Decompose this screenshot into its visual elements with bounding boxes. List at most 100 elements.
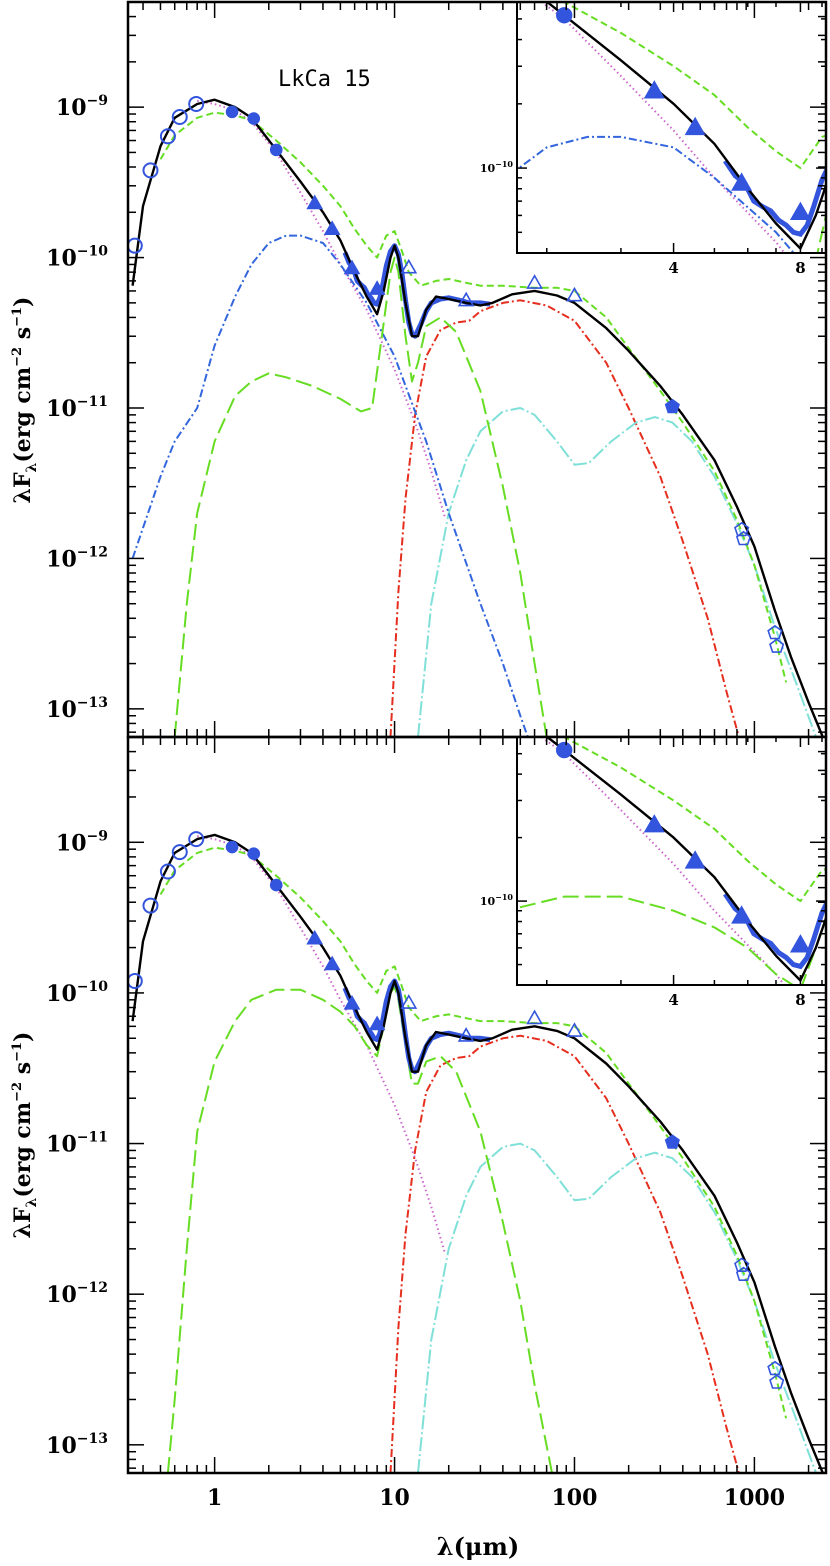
object-label: LkCa 15 — [278, 67, 371, 92]
inset-x-tick-label: 8 — [795, 259, 805, 277]
series-sed-short-dash — [159, 111, 788, 683]
inset-x-tick-label: 4 — [668, 259, 678, 277]
y-tick-label: 10−12 — [46, 544, 108, 572]
ticks-2 — [128, 736, 826, 1473]
series-optically-thin-dust — [173, 256, 548, 737]
obs-open-circle — [128, 237, 143, 254]
series-photosphere — [197, 99, 446, 517]
obs-open-triangle — [566, 1022, 583, 1037]
inset-background — [517, 737, 826, 985]
inset-frame-1 — [516, 1, 827, 254]
ticks-1 — [128, 1, 826, 737]
y-axis-title-top: λFλ(erg cm−2 s−1) — [10, 297, 40, 504]
obs-open-pentagon — [769, 1374, 785, 1389]
obs-filled-triangle — [684, 116, 706, 136]
obs-open-circle — [128, 972, 143, 989]
obs-open-pentagon — [769, 638, 785, 653]
y-tick-label: 10−9 — [56, 828, 108, 856]
irs-spectrum — [342, 243, 491, 339]
obs-filled-circle — [555, 7, 573, 24]
obs-open-triangle — [566, 286, 583, 302]
x-tick-label: 1 — [207, 1485, 222, 1511]
series-outer-disk — [417, 407, 817, 737]
obs-filled-triangle — [643, 814, 665, 833]
y-tick-label: 10−10 — [46, 244, 108, 272]
obs-filled-triangle — [731, 905, 753, 924]
series-inner-rim-wall — [131, 234, 529, 737]
obs-open-triangle — [526, 1009, 543, 1025]
obs-filled-pentagon — [664, 398, 680, 414]
obs-filled-circle — [269, 143, 283, 157]
obs-filled-triangle — [306, 929, 324, 945]
obs-filled-circle — [247, 112, 261, 125]
obs-open-circle — [171, 844, 188, 861]
obs-filled-triangle — [343, 994, 361, 1010]
obs-filled-pentagon — [664, 1134, 680, 1149]
obs-open-circle — [142, 162, 159, 179]
obs-filled-triangle — [789, 934, 811, 953]
obs-filled-triangle — [306, 194, 324, 210]
obs-open-pentagon — [734, 521, 750, 537]
obs-filled-triangle — [643, 80, 665, 99]
series-photosphere — [197, 835, 446, 1253]
inset-x-tick-label: 8 — [795, 991, 805, 1009]
obs-filled-triangle — [368, 1015, 386, 1031]
irs-spectrum-inset — [723, 159, 826, 238]
obs-filled-triangle — [343, 259, 361, 275]
obs-open-triangle — [526, 274, 543, 289]
plot-area-1 — [128, 95, 824, 737]
obs-filled-triangle — [323, 220, 341, 235]
y-axis-title-bottom: λFλ(erg cm−2 s−1) — [10, 1032, 40, 1239]
series-cold-disk-wall — [389, 1034, 740, 1473]
obs-open-circle — [159, 863, 176, 880]
x-tick-label: 100 — [552, 1485, 598, 1511]
x-tick-label: 1000 — [724, 1485, 785, 1511]
inset-y-tick-label: 10−10 — [480, 892, 514, 908]
obs-open-circle — [142, 897, 159, 914]
obs-filled-triangle — [789, 201, 811, 221]
obs-open-triangle — [400, 258, 418, 274]
obs-open-pentagon — [734, 1257, 750, 1272]
inset-frame-2 — [516, 736, 827, 986]
series-cold-disk-wall — [389, 299, 740, 737]
inset-area-1 — [517, 2, 826, 253]
series-sed-short-dash — [159, 846, 788, 1419]
y-tick-label: 10−13 — [46, 1431, 108, 1459]
obs-filled-triangle — [323, 955, 341, 971]
obs-open-circle — [159, 128, 176, 145]
obs-open-triangle — [457, 291, 475, 307]
y-tick-label: 10−12 — [46, 1280, 108, 1308]
series-inner-rim-wall-inset — [517, 135, 796, 253]
obs-open-circle — [171, 108, 188, 125]
obs-filled-circle — [453, 689, 469, 705]
obs-open-circle — [188, 831, 205, 848]
series-optically-thin-dust — [166, 985, 553, 1473]
obs-filled-circle — [247, 847, 261, 860]
irs-spectrum — [342, 978, 491, 1075]
y-tick-label: 10−10 — [46, 979, 108, 1007]
inset-x-tick-label: 4 — [668, 991, 678, 1009]
obs-filled-circle — [555, 741, 573, 759]
obs-open-pentagon — [735, 1266, 752, 1281]
obs-filled-triangle — [731, 172, 753, 191]
inset-y-tick-label: 10−10 — [480, 159, 514, 175]
obs-open-triangle — [457, 1027, 475, 1042]
obs-open-pentagon — [767, 624, 783, 640]
obs-filled-circle — [225, 105, 239, 119]
series-photosphere-inset — [539, 2, 786, 253]
obs-open-pentagon — [735, 530, 752, 546]
obs-filled-circle — [269, 878, 283, 892]
y-tick-label: 10−11 — [46, 1130, 108, 1158]
panel-frame-2 — [126, 735, 828, 1475]
obs-open-pentagon — [767, 1360, 783, 1376]
x-tick-label: 10 — [379, 1485, 410, 1511]
inset-area-2 — [453, 689, 826, 985]
obs-filled-triangle — [368, 280, 386, 295]
y-tick-label: 10−13 — [46, 695, 108, 723]
series-outer-disk — [417, 1142, 817, 1473]
irs-spectrum-inset — [723, 892, 826, 970]
y-tick-label: 10−11 — [46, 394, 108, 422]
obs-filled-triangle — [684, 850, 706, 869]
obs-open-circle — [188, 95, 205, 112]
